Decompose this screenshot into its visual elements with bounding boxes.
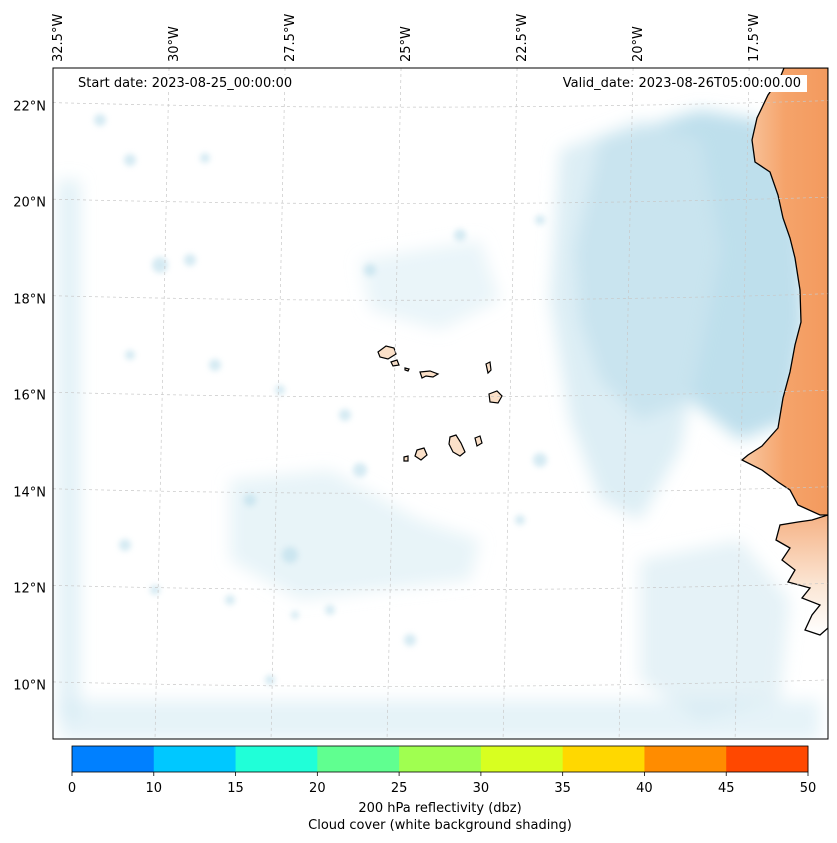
- cloud-patch-north: [360, 240, 500, 330]
- colorbar-subtitle: Cloud cover (white background shading): [308, 818, 572, 833]
- colorbar-tick-label: 10: [145, 781, 163, 796]
- longitude-label: 17.5°W: [747, 13, 763, 62]
- island-brava: [403, 455, 409, 462]
- map-frame: [52, 67, 829, 740]
- colorbar-segment: [726, 746, 809, 772]
- colorbar-segment: [153, 746, 237, 772]
- cloud-mass-east-light: [550, 120, 720, 520]
- latitude-label: 20°N: [13, 195, 46, 211]
- latitude-label: 22°N: [13, 99, 46, 115]
- longitude-label: 32.5°W: [51, 13, 66, 62]
- cloud-cover-layer: [58, 110, 820, 739]
- colorbar-segment: [235, 746, 318, 772]
- colorbar: [72, 746, 809, 772]
- graticule: [53, 68, 828, 739]
- longitude-label: 30°W: [167, 26, 183, 62]
- parallel-line: [53, 389, 828, 398]
- cape-verde-islands: [377, 345, 503, 462]
- start-date-label: Start date: 2023-08-25_00:00:00: [72, 75, 299, 92]
- parallel-line: [53, 196, 828, 205]
- colorbar-tick-label: 35: [554, 781, 571, 796]
- colorbar-tick-label: 30: [472, 781, 490, 796]
- parallel-line: [53, 100, 828, 108]
- cloud-specks: [94, 114, 547, 685]
- colorbar-tick-label: 0: [67, 781, 77, 796]
- longitude-label: 25°W: [399, 26, 415, 62]
- cloud-band-west: [58, 180, 80, 720]
- parallel-line: [53, 679, 828, 687]
- latitude-label: 18°N: [13, 292, 46, 308]
- latitude-label: 12°N: [13, 581, 46, 597]
- latitude-label: 16°N: [13, 388, 46, 404]
- meridian-line: [734, 68, 750, 739]
- valid-date-label: Valid_date: 2023-08-26T05:00:00.00: [556, 75, 807, 92]
- colorbar-segment: [644, 746, 727, 772]
- longitude-label: 27.5°W: [283, 13, 299, 62]
- parallel-line: [53, 583, 828, 591]
- colorbar-frame: [71, 745, 809, 773]
- island-maio: [474, 435, 483, 447]
- colorbar-tick-label: 40: [636, 781, 653, 796]
- colorbar-title: 200 hPa reflectivity (dbz): [358, 801, 522, 816]
- colorbar-segment: [562, 746, 645, 772]
- colorbar-segment: [317, 746, 400, 772]
- cloud-streak-center: [230, 470, 480, 600]
- island-boa-vista: [488, 390, 503, 404]
- colorbar-ticks: [71, 772, 809, 776]
- island-santa-luzia: [404, 367, 410, 372]
- cloud-band-south: [60, 700, 820, 739]
- colorbar-tick-label: 45: [717, 781, 735, 796]
- island-sao-nicolau: [419, 370, 440, 379]
- colorbar-tick-label: 50: [799, 781, 817, 796]
- colorbar-tick-label: 20: [309, 781, 326, 796]
- colorbar-tick-label: 15: [227, 781, 244, 796]
- meridian-line: [618, 68, 634, 739]
- meridian-line: [386, 68, 402, 739]
- latitude-label: 10°N: [13, 678, 46, 694]
- longitude-label: 20°W: [631, 26, 647, 62]
- island-santo-antao: [377, 345, 397, 360]
- longitude-label: 22.5°W: [515, 13, 531, 62]
- colorbar-tick-label: 25: [390, 781, 408, 796]
- colorbar-segment: [72, 746, 155, 772]
- africa-south-coast: [775, 514, 828, 636]
- parallel-line: [53, 293, 828, 301]
- meridian-line: [502, 68, 518, 739]
- island-santiago: [448, 434, 466, 457]
- meridian-line: [270, 68, 286, 739]
- colorbar-segment: [399, 746, 482, 772]
- colorbar-segment: [480, 746, 564, 772]
- meridian-line: [154, 68, 170, 739]
- parallel-line: [53, 486, 828, 494]
- island-fogo: [414, 447, 428, 461]
- africa-mainland: [740, 68, 828, 516]
- cloud-southeast: [640, 540, 790, 720]
- latitude-label: 14°N: [13, 485, 46, 501]
- island-sal: [485, 361, 492, 375]
